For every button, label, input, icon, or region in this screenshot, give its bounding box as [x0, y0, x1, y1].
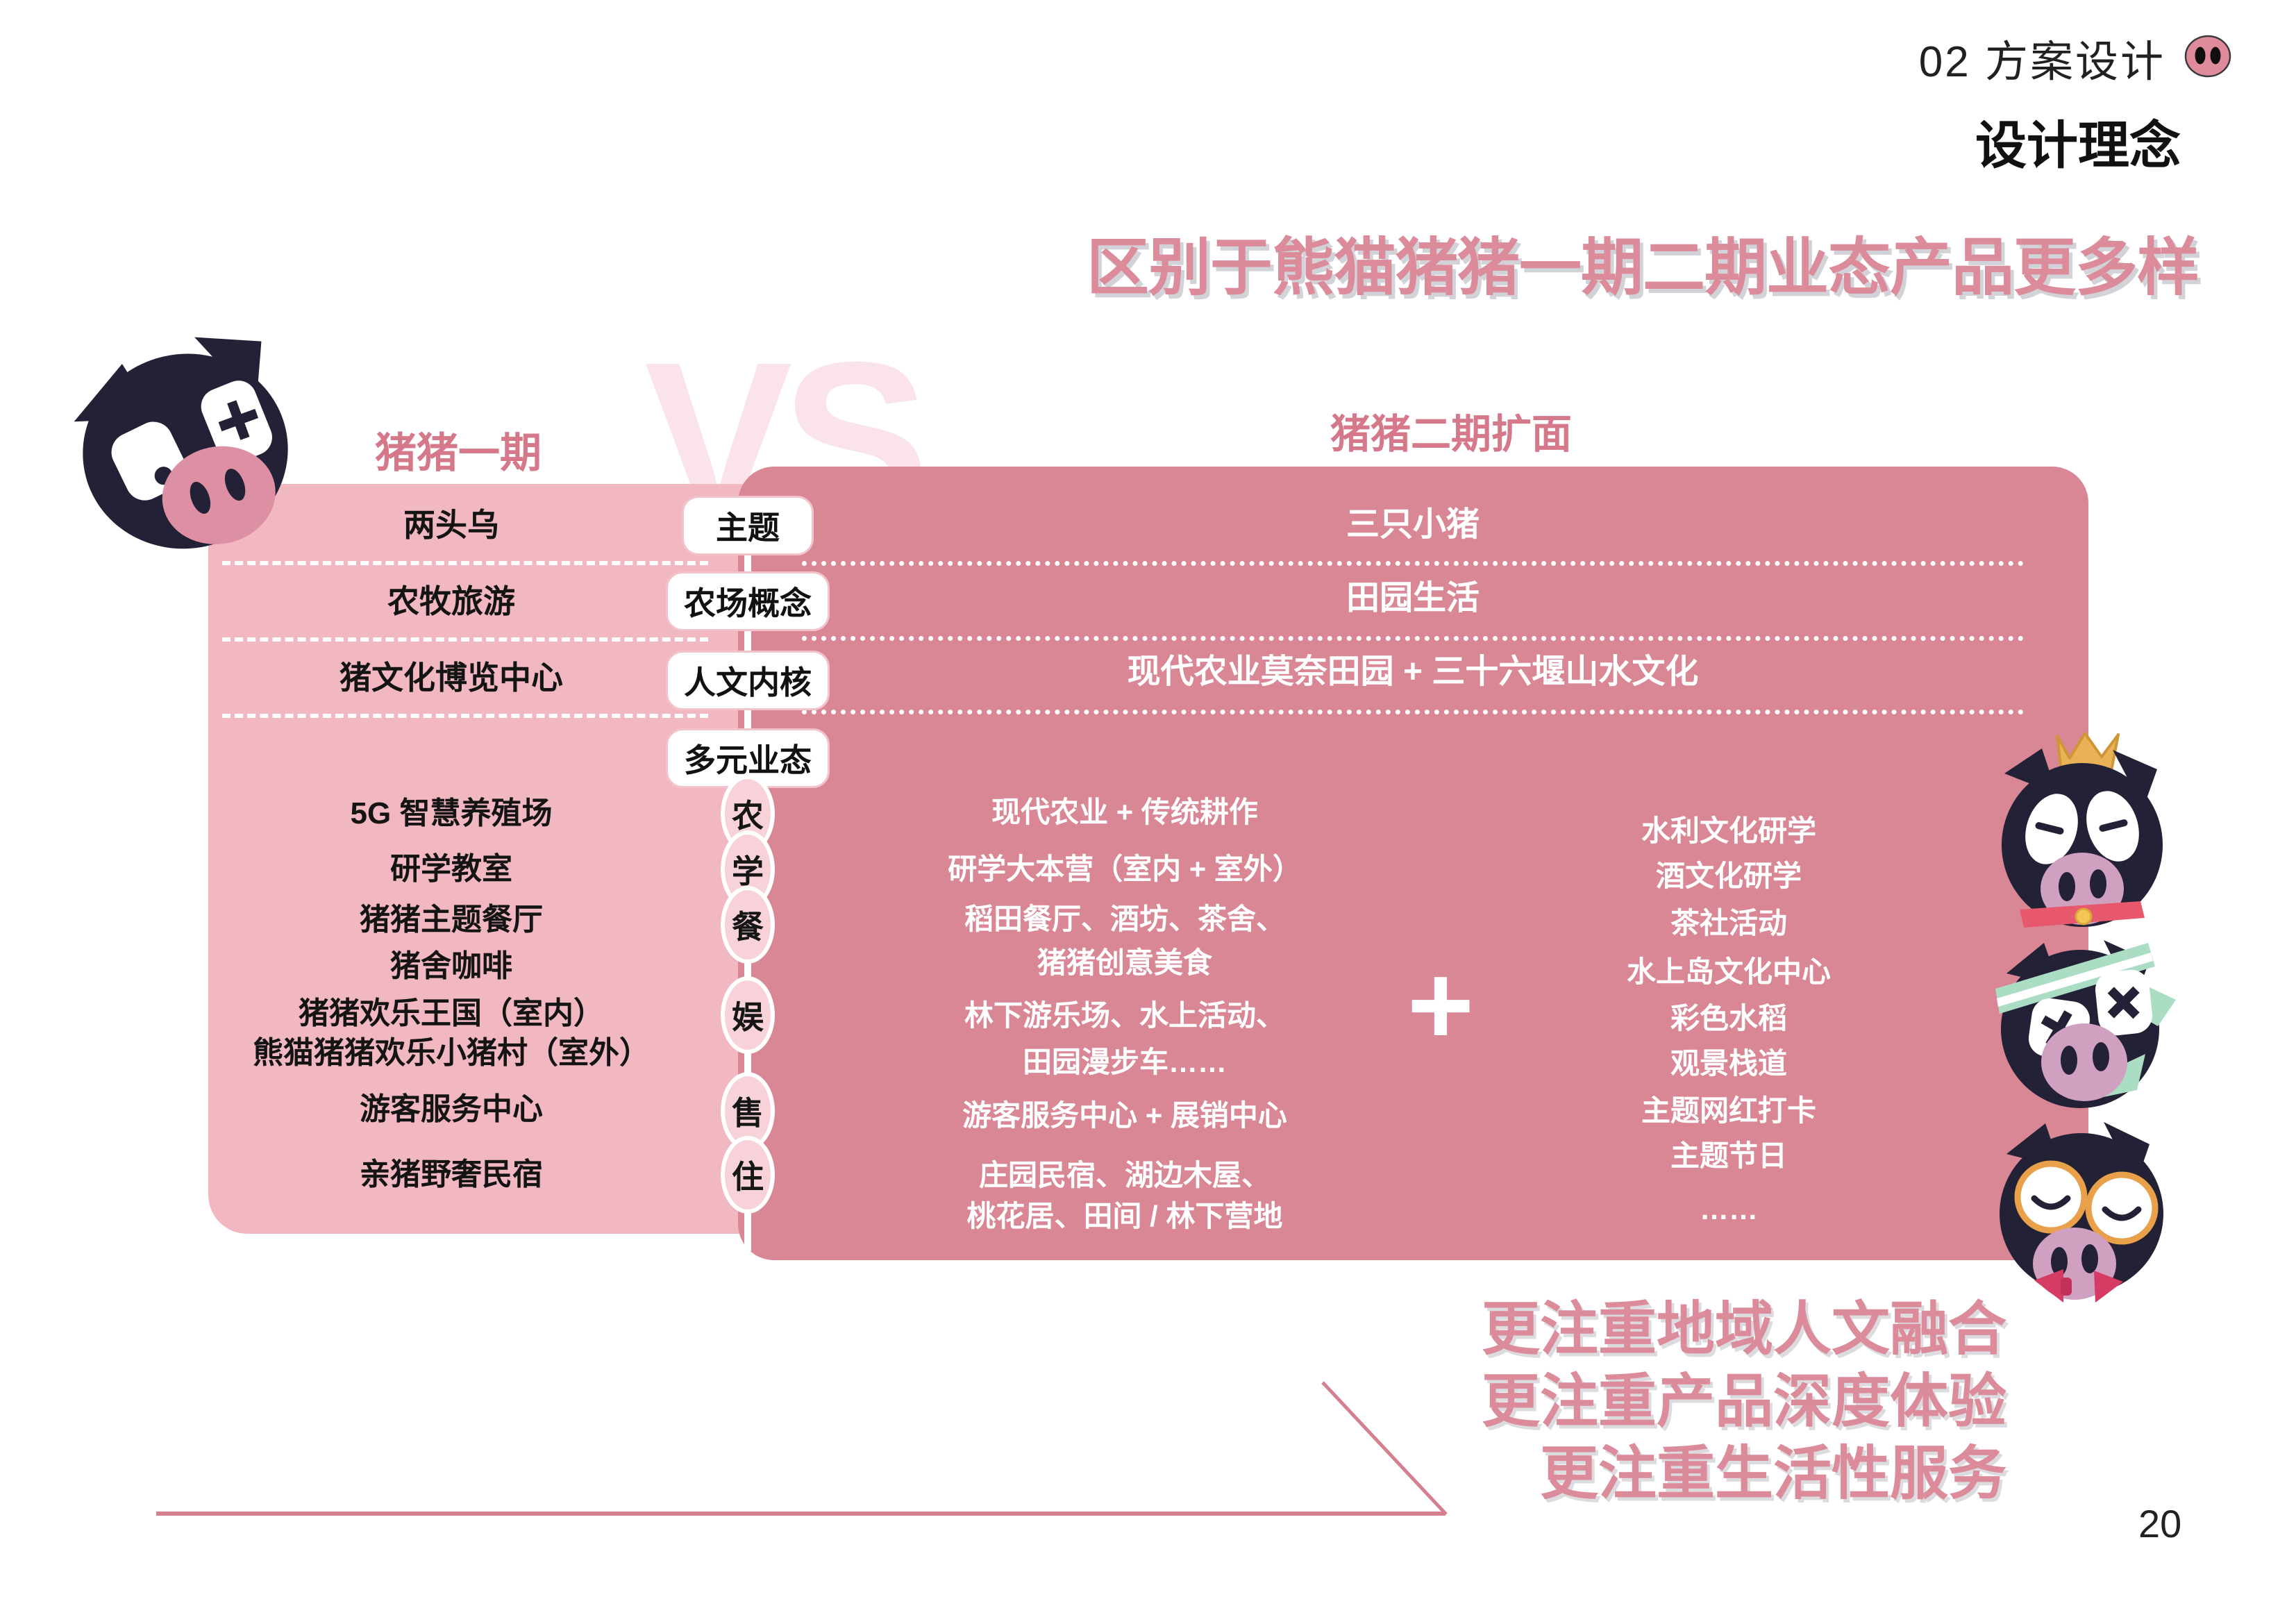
phase2-middle-item: 研学大本营（室内 + 室外）	[948, 853, 1302, 885]
phase1-item: 猪舍咖啡	[390, 949, 512, 983]
phase2-right-item: ……	[1700, 1193, 1758, 1225]
phase2-middle-item: 稻田餐厅、酒坊、茶舍、	[964, 903, 1285, 935]
dotted-divider	[802, 561, 2024, 566]
phase1-item: 游客服务中心	[360, 1092, 543, 1126]
phase1-row: 农牧旅游	[387, 583, 515, 619]
phase2-right-item: 水上岛文化中心	[1626, 955, 1831, 988]
footer-line: 更注重生活性服务	[1539, 1441, 2006, 1506]
phase2-middle-item: 林下游乐场、水上活动、	[964, 999, 1285, 1032]
dashed-divider	[222, 637, 708, 642]
phase2-middle-item: 田园漫步车……	[1022, 1046, 1227, 1078]
category-badge: 住	[721, 1136, 775, 1214]
phase2-right-item: 观景栈道	[1670, 1047, 1787, 1080]
glasses-bow-pig-icon	[1991, 1104, 2182, 1307]
phase1-heading: 猪猪一期	[375, 430, 542, 476]
phase2-heading: 猪猪二期扩面	[1330, 412, 1572, 457]
plus-sign: +	[1407, 941, 1475, 1069]
bandana-pig-icon	[1994, 925, 2181, 1116]
footer-line: 更注重地域人文融合	[1481, 1296, 2006, 1362]
section-title: 设计理念	[1975, 117, 2181, 174]
category-badge: 娱	[721, 976, 775, 1054]
phase2-right-item: 酒文化研学	[1655, 860, 1802, 892]
row-label-pill: 农场概念	[666, 571, 830, 631]
phase2-middle-item: 猪猪创意美食	[1037, 946, 1212, 979]
phase2-right-item: 主题网红打卡	[1641, 1094, 1816, 1127]
row-label-pill: 人文内核	[666, 651, 830, 710]
phase1-item: 熊猫猪猪欢乐小猪村（室外）	[253, 1036, 650, 1070]
phase2-middle-item: 现代农业 + 传统耕作	[991, 796, 1258, 828]
decorative-diagonal-line	[1314, 1377, 1453, 1523]
row-label-pill: 主题	[682, 496, 814, 555]
phase1-row: 两头乌	[403, 507, 499, 543]
phase1-item: 研学教室	[390, 852, 512, 886]
phase2-right-item: 水利文化研学	[1641, 814, 1816, 847]
page-number: 20	[2138, 1502, 2182, 1546]
category-badge: 餐	[721, 886, 775, 964]
phase2-row: 三只小猪	[1346, 506, 1480, 543]
crown-pig-icon	[1996, 730, 2180, 937]
dashed-divider	[222, 561, 708, 565]
dashed-divider	[222, 714, 708, 718]
phase1-item: 亲猪野奢民宿	[360, 1157, 543, 1191]
pig-nose-icon	[2184, 34, 2232, 82]
footer-statements: 更注重地域人文融合 更注重产品深度体验 更注重生活性服务	[1482, 1293, 2006, 1509]
phase2-middle-item: 游客服务中心 + 展销中心	[962, 1099, 1287, 1132]
phase1-item: 5G 智慧养殖场	[350, 796, 553, 830]
dotted-divider	[802, 636, 2024, 641]
phase2-middle-item: 庄园民宿、湖边木屋、	[978, 1159, 1271, 1191]
page-title-part2: 二期业态产品更多样	[1643, 233, 2199, 303]
phase1-item: 猪猪主题餐厅	[360, 903, 543, 937]
decorative-horizontal-line	[156, 1512, 1446, 1516]
chapter-title: 02 方案设计	[1918, 38, 2165, 86]
phase2-middle-item: 桃花居、田间 / 林下营地	[966, 1200, 1283, 1232]
phase2-row: 现代农业莫奈田园 + 三十六堰山水文化	[1127, 653, 1699, 690]
phase1-item: 猪猪欢乐王国（室内）	[299, 996, 604, 1030]
phase2-row: 田园生活	[1346, 580, 1480, 617]
row-label-pill: 多元业态	[666, 728, 830, 788]
page-title: 区别于熊猫猪猪一期 二期业态产品更多样	[1087, 217, 2199, 307]
dotted-divider	[802, 710, 2024, 714]
phase1-row: 猪文化博览中心	[340, 660, 563, 696]
phase2-panel	[738, 467, 2088, 1260]
chapter-header: 02 方案设计	[1919, 26, 2232, 89]
phase2-right-item: 主题节日	[1670, 1139, 1787, 1172]
phase2-right-item: 彩色水稻	[1670, 1002, 1787, 1035]
footer-line: 更注重产品深度体验	[1481, 1368, 2006, 1434]
black-pig-head-icon	[59, 321, 299, 557]
page-title-part1: 区别于熊猫猪猪一期	[1087, 233, 1643, 303]
phase2-right-item: 茶社活动	[1670, 907, 1787, 939]
